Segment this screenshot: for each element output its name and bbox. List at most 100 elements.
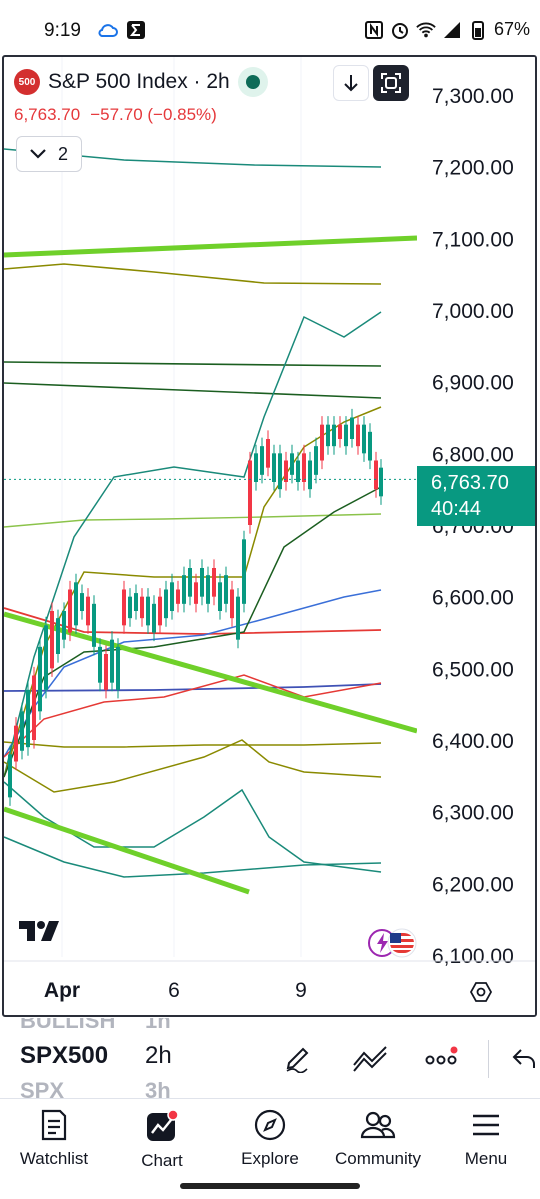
- interval-current[interactable]: 2h: [145, 1042, 172, 1069]
- y-axis-tick-label: 6,800.00: [432, 443, 514, 466]
- candle-body: [344, 424, 348, 447]
- nav-chart[interactable]: Chart: [112, 1109, 212, 1171]
- settings-hex-icon: [469, 982, 493, 1002]
- ticker-current[interactable]: SPX500: [20, 1042, 109, 1069]
- compass-icon: [254, 1109, 286, 1141]
- candle-body: [38, 646, 42, 712]
- ticker-prev[interactable]: BULLISH: [20, 1018, 116, 1033]
- candle-body: [170, 582, 174, 611]
- arrow-down-icon: [344, 75, 358, 92]
- chart-icon: [147, 1109, 179, 1141]
- nav-label-menu: Menu: [464, 1149, 508, 1168]
- download-button[interactable]: [333, 65, 369, 101]
- alarm-icon: [390, 20, 410, 40]
- drawing-tool-button[interactable]: [280, 1040, 316, 1076]
- more-tools-button[interactable]: [424, 1040, 460, 1076]
- status-time: 9:19: [44, 20, 81, 41]
- legend-change: −57.70 (−0.85%): [90, 105, 217, 124]
- candle-body: [212, 568, 216, 597]
- indicators-count: 2: [57, 143, 68, 164]
- candle-body: [326, 424, 330, 447]
- trendline-middle: [4, 611, 418, 734]
- x-axis-tick-label: 6: [168, 979, 180, 1002]
- candle-body: [80, 593, 84, 611]
- nav-label-explore: Explore: [241, 1149, 299, 1168]
- nav-explore[interactable]: Explore: [220, 1109, 320, 1169]
- candle-body: [20, 711, 24, 751]
- candle-body: [176, 589, 180, 604]
- band-teal-bottom: [4, 836, 382, 878]
- candle-body: [254, 453, 258, 482]
- symbol-title[interactable]: S&P 500 Index · 2h: [48, 70, 230, 93]
- candle-body: [350, 417, 354, 439]
- candle-body: [74, 582, 78, 626]
- home-indicator[interactable]: [180, 1183, 360, 1189]
- band-darkgreen-envelope: [4, 486, 382, 778]
- candle-body: [374, 460, 378, 490]
- fullscreen-icon: [381, 73, 401, 93]
- candle-body: [32, 675, 36, 740]
- band-olive-mid: [4, 741, 382, 748]
- candle-body: [92, 603, 96, 647]
- interval-prev[interactable]: 1h: [145, 1018, 171, 1033]
- candle-body: [290, 453, 294, 475]
- candle-body: [122, 589, 126, 626]
- candle-body: [379, 467, 383, 497]
- candle-body: [284, 460, 288, 482]
- candle-body: [332, 424, 336, 447]
- wifi-icon: [416, 20, 436, 40]
- pencil-icon: [286, 1047, 309, 1073]
- price-chart[interactable]: 7,300.00 7,200.00 7,100.00 7,000.00 6,900.00…: [4, 57, 537, 1017]
- symbol-badge: 500: [14, 69, 40, 95]
- candle-body: [260, 446, 264, 475]
- candle-body: [26, 689, 30, 748]
- fullscreen-button[interactable]: [373, 65, 409, 101]
- band-olive-envelope: [4, 406, 382, 778]
- chart-settings-button[interactable]: [469, 980, 493, 1009]
- tradingview-logo[interactable]: [19, 917, 67, 950]
- chart-legend[interactable]: 500 S&P 500 Index · 2h: [14, 67, 268, 97]
- candle-body: [230, 589, 234, 619]
- candle-body: [302, 453, 306, 482]
- candle-body: [116, 646, 120, 690]
- y-axis-tick-label: 6,400.00: [432, 730, 514, 753]
- candle-body: [272, 453, 276, 482]
- nav-label-chart: Chart: [141, 1151, 183, 1170]
- trendline-upper: [4, 235, 418, 258]
- nav-community[interactable]: Community: [328, 1109, 428, 1169]
- candle-body: [152, 603, 156, 633]
- ticker-next[interactable]: SPX: [20, 1078, 65, 1098]
- battery-icon: [468, 20, 488, 40]
- status-bar: 9:19 67%: [0, 0, 540, 60]
- strip-divider: [488, 1040, 489, 1078]
- candle-body: [362, 424, 366, 454]
- candle-body: [62, 611, 66, 640]
- candle-body: [158, 596, 162, 626]
- candle-body: [98, 646, 102, 683]
- nav-watchlist[interactable]: Watchlist: [4, 1109, 104, 1169]
- y-axis-tick-label: 7,000.00: [432, 300, 514, 323]
- candle-body: [278, 453, 282, 490]
- market-status-icons[interactable]: [364, 927, 420, 964]
- candle-body: [242, 539, 246, 604]
- price-axis: [417, 57, 535, 1015]
- y-axis-tick-label: 6,300.00: [432, 802, 514, 825]
- nav-menu[interactable]: Menu: [436, 1109, 536, 1169]
- y-axis-tick-label: 7,200.00: [432, 157, 514, 180]
- candle-body: [356, 424, 360, 447]
- symbol-interval-strip[interactable]: BULLISH SPX500 SPX 1h 2h 3h: [0, 1018, 540, 1098]
- band-olive-upper: [4, 263, 382, 285]
- undo-button[interactable]: [506, 1040, 540, 1076]
- indicators-toggle-button[interactable]: 2: [16, 136, 82, 172]
- indicators-button[interactable]: [352, 1040, 388, 1076]
- interval-next[interactable]: 3h: [145, 1078, 171, 1098]
- y-axis-tick-label: 6,900.00: [432, 372, 514, 395]
- y-axis-tick-label: 7,100.00: [432, 228, 514, 251]
- candle-body: [236, 596, 240, 640]
- chart-panel[interactable]: 7,300.00 7,200.00 7,100.00 7,000.00 6,900.00…: [2, 55, 537, 1017]
- x-axis-tick-label: 9: [295, 979, 307, 1002]
- nfc-icon: [364, 20, 384, 40]
- last-price-label: 6,763.70 40:44: [417, 466, 535, 526]
- last-price-value: 6,763.70: [431, 472, 509, 494]
- candle-body: [50, 611, 54, 669]
